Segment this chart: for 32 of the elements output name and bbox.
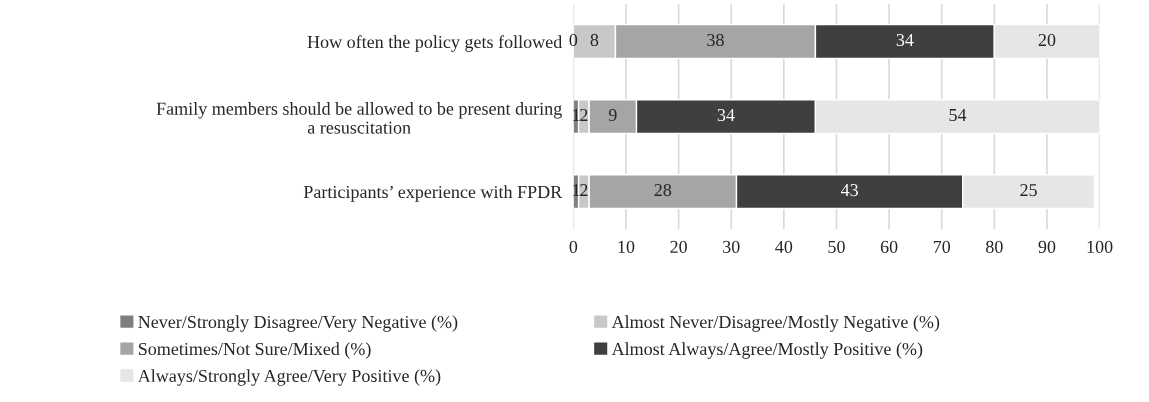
legend-label: Almost Always/Agree/Mostly Positive (%) (611, 342, 923, 359)
x-tick-label: 100 (1087, 240, 1113, 253)
y-tick-label: Family members should be allowed to be present during a resuscitation (156, 102, 562, 134)
legend-label: Almost Never/Disagree/Mostly Negative (%) (611, 315, 940, 332)
x-tick-label: 50 (828, 240, 845, 253)
data-label: 25 (1020, 184, 1037, 197)
data-label: 20 (1038, 33, 1056, 47)
data-label: 8 (590, 33, 599, 47)
data-label: 34 (896, 33, 914, 47)
data-label: 9 (608, 108, 617, 122)
x-tick-label: 70 (933, 240, 951, 253)
legend-label: Always/Strongly Agree/Very Positive (%) (137, 369, 441, 386)
data-label: 2 (580, 184, 588, 196)
data-label: 54 (949, 109, 967, 122)
legend-label: Sometimes/Not Sure/Mixed (%) (138, 342, 371, 359)
data-label: 38 (707, 33, 724, 47)
legend-label: Never/Strongly Disagree/Very Negative (%) (138, 315, 458, 332)
y-tick-label: How often the policy gets followed (307, 35, 563, 52)
x-tick-label: 10 (618, 240, 635, 253)
x-tick-label: 60 (880, 240, 898, 253)
x-tick-label: 30 (723, 240, 740, 253)
data-label: 34 (717, 108, 735, 122)
y-tick-label: Participants’ experience with FPDR (303, 185, 563, 202)
data-label: 43 (840, 184, 858, 197)
data-label: 28 (654, 183, 672, 197)
x-tick-label: 90 (1038, 240, 1056, 253)
annotation: 0 (569, 33, 578, 47)
x-tick-label: 40 (775, 240, 793, 253)
x-tick-label: 0 (569, 240, 578, 253)
data-label: 2 (580, 108, 588, 121)
x-tick-label: 20 (670, 240, 687, 253)
x-tick-label: 80 (986, 240, 1003, 253)
